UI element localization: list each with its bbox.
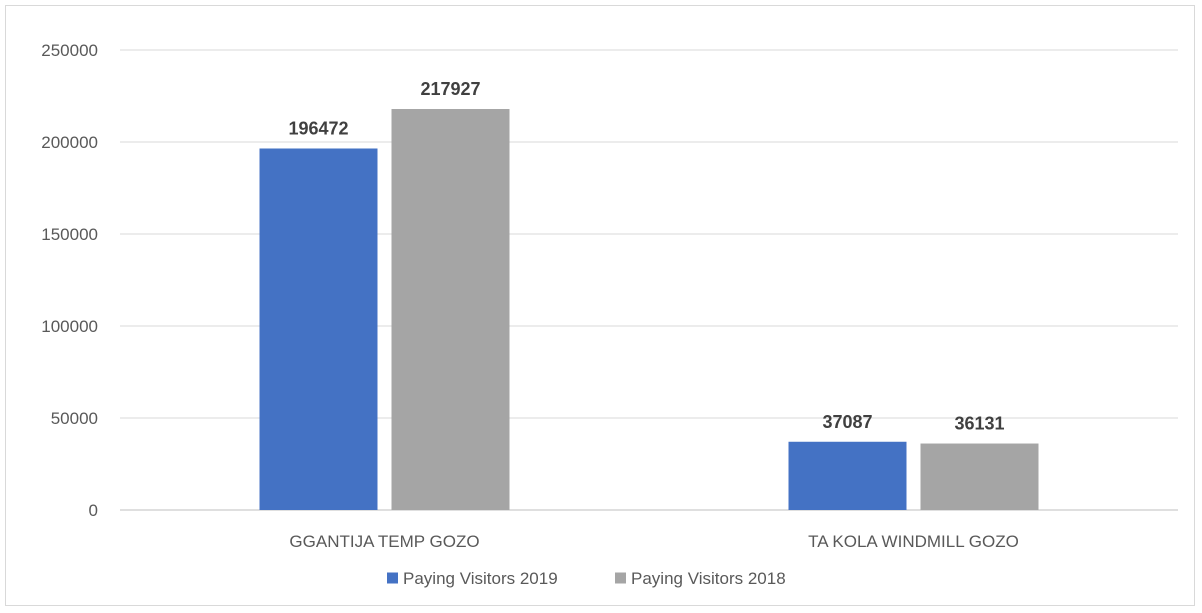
legend-label: Paying Visitors 2019	[403, 569, 558, 588]
bar	[920, 443, 1039, 510]
legend-swatch	[387, 572, 398, 584]
y-tick-label: 250000	[41, 41, 98, 60]
bar	[391, 109, 510, 511]
legend: Paying Visitors 2019 Paying Visitors 2018	[387, 569, 786, 588]
data-label: 37087	[822, 412, 872, 432]
bars	[259, 109, 1039, 511]
y-axis-ticks: 0 50000 100000 150000 200000 250000	[41, 41, 98, 520]
data-label: 217927	[420, 79, 480, 99]
legend-swatch	[615, 572, 626, 584]
x-axis-categories: GGANTIJA TEMP GOZO TA KOLA WINDMILL GOZO	[289, 532, 1018, 551]
y-tick-label: 150000	[41, 225, 98, 244]
category-label: TA KOLA WINDMILL GOZO	[808, 532, 1019, 551]
category-label: GGANTIJA TEMP GOZO	[289, 532, 479, 551]
data-label: 36131	[954, 414, 1004, 434]
y-tick-label: 200000	[41, 133, 98, 152]
bar	[788, 441, 907, 510]
y-tick-label: 0	[89, 501, 98, 520]
bar	[259, 148, 378, 510]
legend-item: Paying Visitors 2018	[615, 569, 786, 588]
legend-item: Paying Visitors 2019	[387, 569, 558, 588]
y-tick-label: 100000	[41, 317, 98, 336]
data-label: 196472	[288, 118, 348, 138]
data-labels: 196472 217927 37087 36131	[288, 79, 1004, 434]
y-tick-label: 50000	[51, 409, 98, 428]
legend-label: Paying Visitors 2018	[631, 569, 786, 588]
